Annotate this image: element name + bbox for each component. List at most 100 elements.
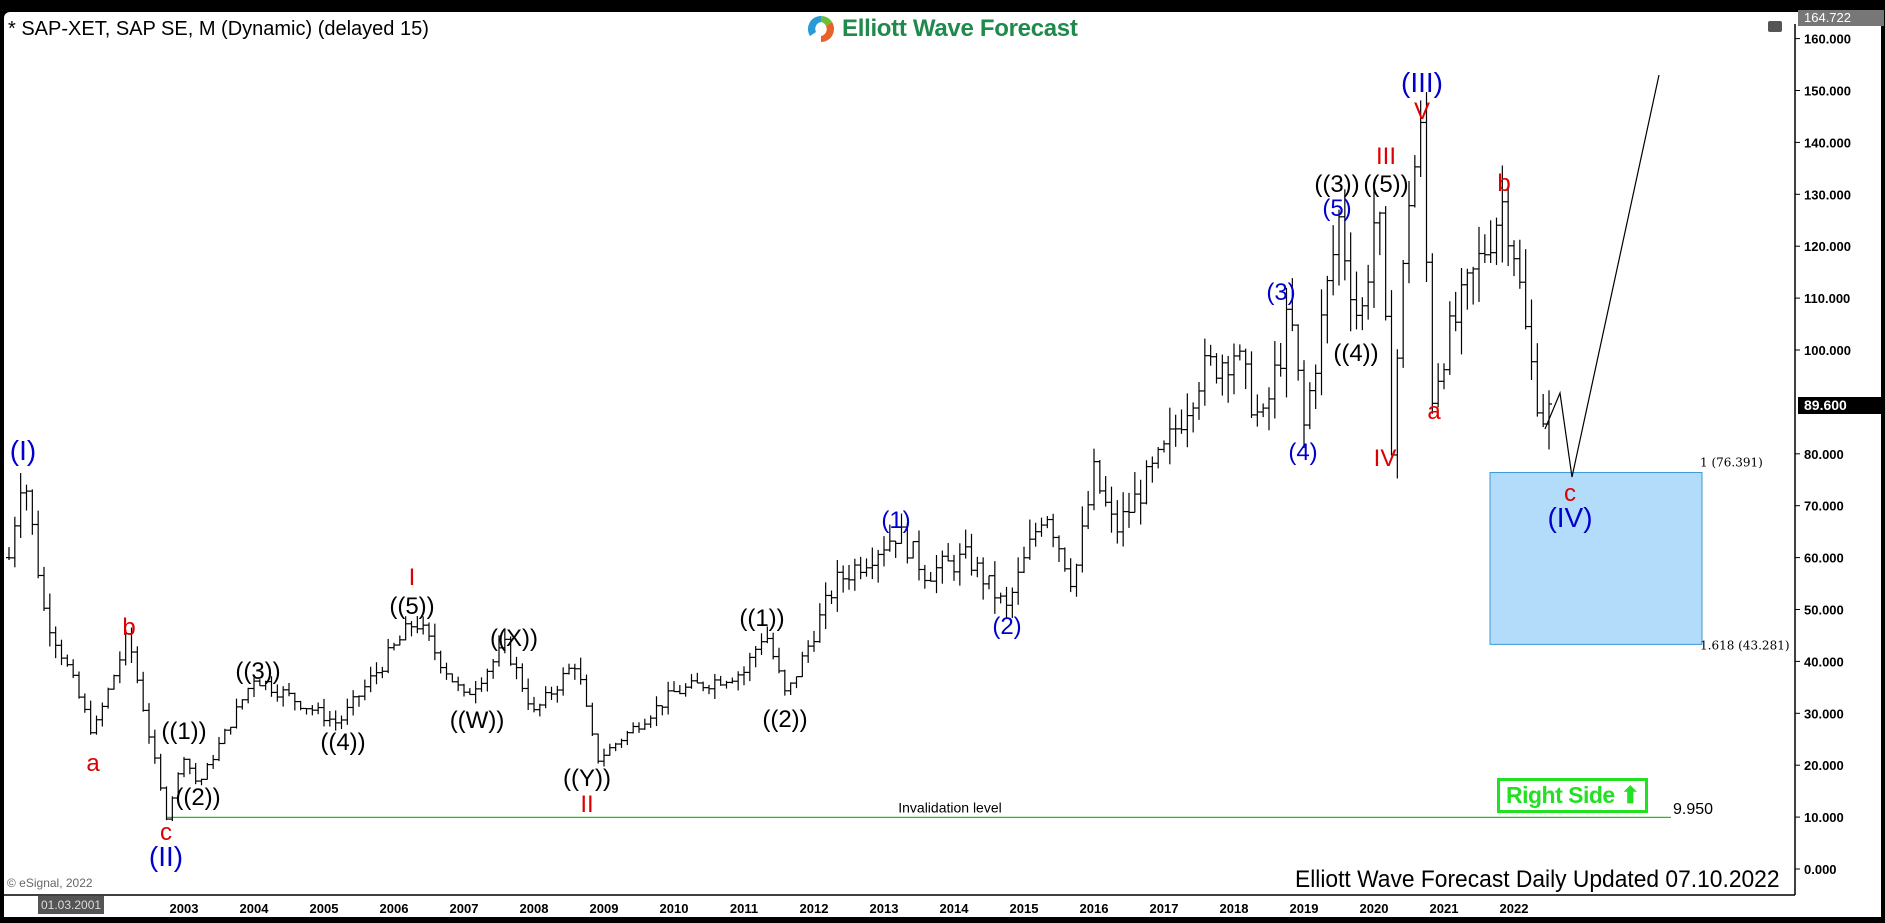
y-tick-label: 60.000	[1804, 551, 1844, 566]
ohlc-bar	[192, 762, 199, 785]
ohlc-bar	[163, 786, 170, 821]
wave-label: b	[1497, 170, 1510, 197]
ohlc-bar	[251, 677, 257, 698]
x-tick-label: 2006	[380, 901, 409, 916]
wave-label: (2)	[992, 613, 1021, 640]
x-tick-label: 2013	[870, 901, 899, 916]
ohlc-bar	[974, 556, 981, 578]
ohlc-bar	[816, 603, 823, 643]
ohlc-bar	[548, 686, 555, 700]
ohlc-bar	[676, 684, 683, 695]
ohlc-bar	[1266, 387, 1272, 431]
ohlc-bar	[1149, 456, 1156, 483]
ohlc-bar	[991, 561, 998, 614]
ohlc-bar	[1324, 275, 1331, 344]
ohlc-bar	[916, 530, 922, 581]
ohlc-bar	[1213, 353, 1220, 384]
x-tick-label: 2019	[1290, 901, 1319, 916]
y-tick-label: 160.000	[1804, 32, 1851, 47]
ohlc-bar	[1096, 460, 1103, 494]
wave-label: ((2))	[762, 706, 807, 733]
ohlc-bar	[221, 728, 228, 745]
wave-label: ((X))	[490, 625, 538, 652]
ohlc-bar	[1021, 546, 1027, 573]
ohlc-bar	[146, 703, 152, 744]
ohlc-bar	[542, 686, 549, 709]
ohlc-bar	[70, 659, 77, 679]
ohlc-bar	[1534, 343, 1541, 417]
ohlc-bar	[846, 564, 852, 590]
ohlc-bar	[426, 622, 432, 641]
ohlc-bar	[466, 688, 473, 696]
ohlc-bar	[227, 726, 234, 735]
ohlc-bar	[1476, 226, 1482, 302]
ohlc-bar	[1056, 535, 1062, 562]
ohlc-bar	[939, 550, 946, 584]
wave-label: (3)	[1266, 279, 1295, 306]
ohlc-bar	[566, 663, 572, 675]
ohlc-bar	[898, 513, 905, 545]
ohlc-bar	[1441, 363, 1447, 390]
y-tick-label: 30.000	[1804, 706, 1844, 721]
ohlc-bar	[1085, 490, 1092, 530]
ohlc-bar	[297, 700, 304, 711]
ohlc-bar	[431, 623, 438, 661]
ohlc-bar	[1178, 409, 1185, 434]
ohlc-bar	[1061, 547, 1068, 572]
ohlc-bar	[402, 616, 409, 641]
ohlc-bar	[507, 636, 514, 666]
ohlc-bar	[706, 684, 712, 695]
ohlc-bar	[577, 657, 584, 685]
x-tick-label: 2007	[450, 901, 479, 916]
ohlc-bar	[496, 635, 502, 667]
ohlc-bar	[1306, 382, 1313, 430]
ohlc-bar	[881, 536, 887, 567]
y-tick-label: 140.000	[1804, 135, 1851, 150]
ohlc-bar	[76, 671, 82, 699]
restore-window-icon[interactable]	[1768, 21, 1782, 32]
ohlc-bar	[781, 669, 788, 696]
ohlc-bar	[536, 703, 543, 717]
x-tick-label: 2021	[1430, 901, 1459, 916]
ohlc-bar	[606, 743, 613, 756]
ohlc-bar	[449, 673, 456, 683]
ohlc-bar	[665, 681, 672, 715]
y-tick-label: 50.000	[1804, 603, 1844, 618]
ohlc-bar	[1511, 240, 1517, 277]
chart-window	[4, 12, 1881, 917]
ohlc-bar	[291, 692, 298, 711]
wave-label: (I)	[10, 435, 36, 466]
ohlc-bar	[892, 540, 899, 558]
ohlc-bar	[1301, 360, 1307, 449]
ohlc-bar	[682, 683, 689, 697]
ohlc-bar	[735, 671, 742, 691]
ohlc-bar	[717, 675, 724, 686]
ohlc-bar	[1365, 264, 1372, 320]
wave-label: c	[160, 819, 172, 846]
ohlc-bar	[437, 650, 444, 674]
ohlc-bar	[332, 710, 339, 731]
logo-text: Elliott Wave Forecast	[842, 15, 1078, 42]
ohlc-bar	[828, 590, 835, 605]
ohlc-bar	[583, 674, 590, 707]
ohlc-bar	[910, 540, 917, 559]
y-tick-label: 130.000	[1804, 187, 1851, 202]
ohlc-bar	[1388, 290, 1395, 456]
wave-label: ((1))	[739, 605, 784, 632]
ohlc-bar	[321, 698, 327, 727]
ohlc-bar	[659, 705, 666, 716]
ohlc-bar	[175, 772, 182, 803]
wave-label: II	[580, 791, 593, 818]
ohlc-bar	[373, 662, 380, 685]
wave-label: (II)	[149, 841, 183, 872]
ohlc-bar	[1120, 492, 1127, 547]
wave-label: (IV)	[1547, 502, 1592, 533]
ohlc-bar	[927, 571, 934, 582]
ohlc-bar	[350, 690, 357, 716]
ohlc-bar	[1516, 239, 1523, 289]
ohlc-bar	[455, 676, 462, 692]
ohlc-bar	[822, 582, 829, 630]
ohlc-bar	[1283, 287, 1290, 398]
wave-label: a	[86, 750, 100, 777]
